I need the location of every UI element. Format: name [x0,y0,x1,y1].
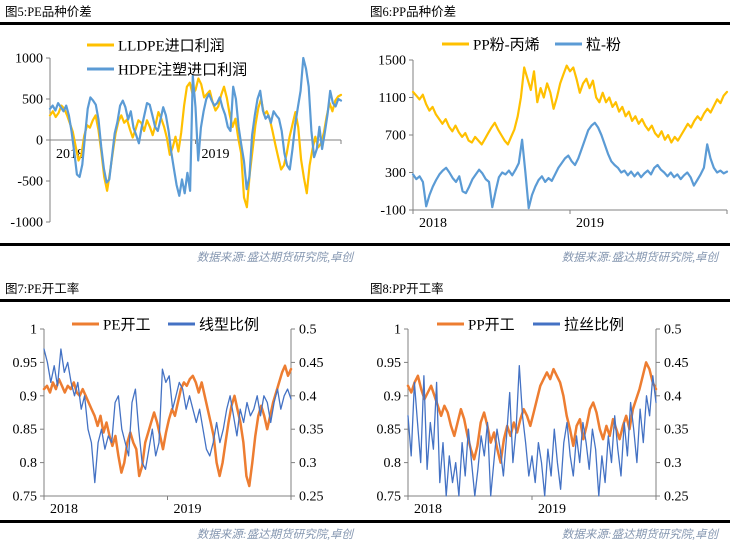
y-tick-label: 0.9 [20,389,38,404]
legend-label: LLDPE进口利润 [118,38,225,55]
y-tick-label: 0.3 [299,456,317,471]
y-tick-label: 0.4 [299,389,317,404]
legend-label: 线型比例 [199,317,259,334]
y-tick-label: 0.8 [384,456,402,471]
y-tick-label: 0.85 [377,423,402,438]
series-line-拉丝比例 [407,365,657,497]
x-tick-label: 2018 [50,502,78,517]
series-line-HDPE注塑进口利润 [48,56,343,197]
x-tick-label: 2018 [419,216,447,231]
x-tick-label: 2019 [174,502,202,517]
bottom-divider [365,520,730,523]
panel-fig6: 图6:PP品种价差 1500 1100 700 300 -100 2018 2019 PP粉-… [365,0,730,265]
y-tick-label: 500 [22,93,43,108]
y-tick-label: 0.45 [299,356,324,371]
y-tick-label: 0.95 [13,356,38,371]
y-tick-label: 1500 [378,54,406,69]
chart-title-fig7: 图7:PE开工率 [5,282,80,296]
y-tick-label: 0.45 [664,356,689,371]
y-tick-label: 700 [385,129,406,144]
y-tick-label: 0.75 [377,490,402,505]
legend-label: HDPE注塑进口利润 [118,62,247,79]
series-line-PP粉-丙烯 [411,64,729,146]
y-tick-label: 0.95 [377,356,402,371]
y-tick-label: -500 [17,175,43,190]
y-tick-label: 0.25 [664,490,689,505]
y-tick-label: 0.5 [299,323,317,338]
legend-label: PP粉-丙烯 [473,37,540,54]
panel-fig8: 图8:PP开工率 1 0.95 0.9 0.85 0.8 0.75 0.5 0.45 0.4 0.… [365,277,730,542]
x-tick-label: 2019 [538,502,566,517]
bottom-divider [365,243,730,246]
panel-fig5: 图5:PE品种价差 1000 500 0 -500 -1000 2018 2019 LLDPE… [0,0,365,265]
y-tick-label: 0.25 [299,490,324,505]
title-divider [0,299,365,302]
source-note: 数据来源:盛达期货研究院,卓创 [196,252,353,264]
source-note: 数据来源:盛达期货研究院,卓创 [196,529,353,541]
y-tick-label: 1 [394,323,401,338]
source-note: 数据来源:盛达期货研究院,卓创 [561,252,718,264]
panel-fig7: 图7:PE开工率 1 0.95 0.9 0.85 0.8 0.75 0.5 0.45 0.4 0.… [0,277,365,542]
line-chart-fig6: 1500 1100 700 300 -100 2018 2019 PP粉-丙烯 粒-粉 [378,37,729,231]
chart-title-fig5: 图5:PE品种价差 [5,5,92,19]
y-tick-label: -1000 [10,216,43,231]
y-tick-label: 0.9 [384,389,402,404]
y-tick-label: 0.85 [13,423,38,438]
title-divider [365,299,730,302]
legend-label: PP开工 [468,318,515,334]
y-tick-label: 0.4 [664,389,682,404]
series-line-线型比例 [43,348,292,484]
title-divider [0,22,365,25]
line-chart-fig7: 1 0.95 0.9 0.85 0.8 0.75 0.5 0.45 0.4 0.35 0.3 0.25… [13,317,324,518]
y-tick-label: 0.3 [664,456,682,471]
y-tick-label: 300 [385,166,406,181]
x-tick-label: 2019 [202,147,230,162]
source-note: 数据来源:盛达期货研究院,卓创 [561,529,718,541]
chart-title-fig8: 图8:PP开工率 [370,282,444,296]
y-tick-label: 0.35 [664,423,689,438]
y-tick-label: 0.8 [20,456,38,471]
bottom-divider [0,243,365,246]
legend-label: 粒-粉 [586,37,621,54]
bottom-divider [0,520,365,523]
y-tick-label: -100 [380,204,406,219]
y-tick-label: 0.5 [664,323,682,338]
series-line-PP开工 [406,361,658,464]
y-tick-label: 0.35 [299,423,324,438]
series-line-PE开工 [42,364,293,488]
y-tick-label: 1100 [379,91,406,106]
series-line-粒-粉 [411,121,729,210]
legend-label: 拉丝比例 [564,317,624,334]
x-tick-label: 2018 [414,502,442,517]
line-chart-fig8: 1 0.95 0.9 0.85 0.8 0.75 0.5 0.45 0.4 0.35 0.3 0.25… [377,317,689,518]
chart-title-fig6: 图6:PP品种价差 [370,5,457,19]
x-tick-label: 2019 [576,216,604,231]
y-tick-label: 0 [36,134,43,149]
y-tick-label: 1 [30,323,37,338]
y-tick-label: 0.75 [13,490,38,505]
y-tick-label: 1000 [15,52,43,67]
legend-label: PE开工 [103,318,151,334]
title-divider [365,22,730,25]
